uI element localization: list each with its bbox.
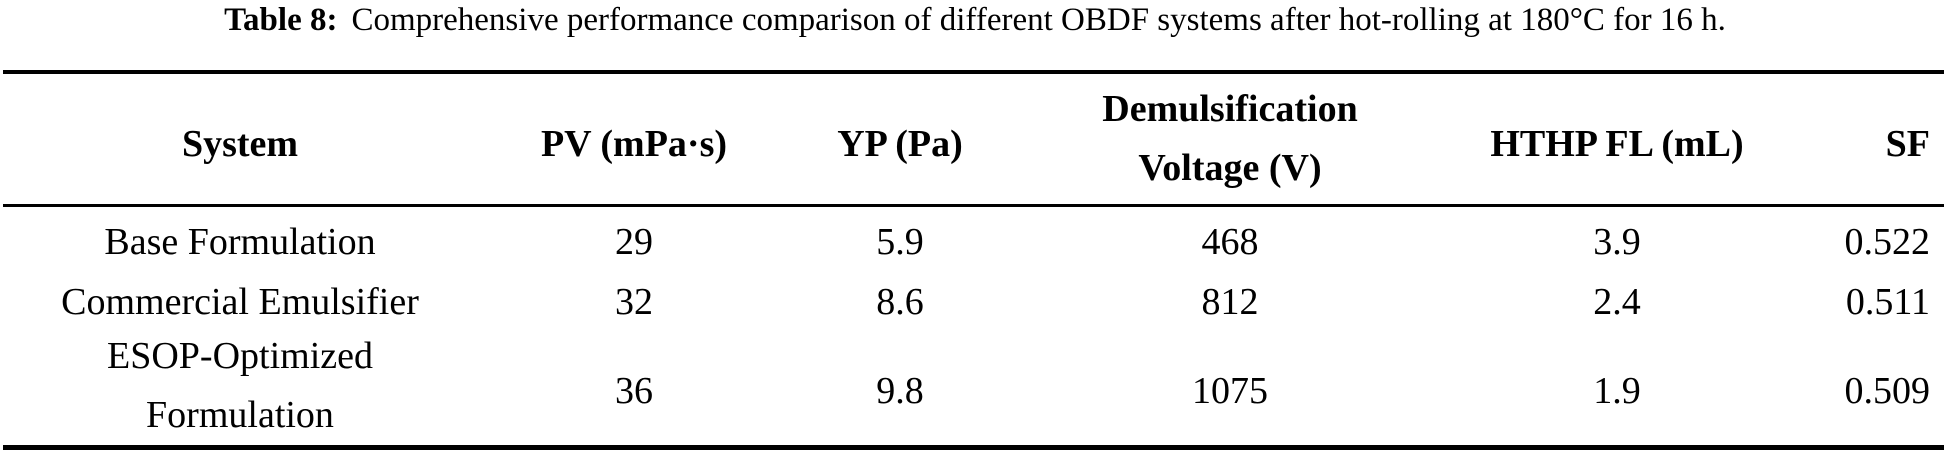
header-cell-pv: PV (mPa·s)	[540, 123, 728, 165]
cell-demulsification-voltage: 812	[1201, 281, 1259, 323]
header-cell-sf: SF	[1885, 123, 1930, 165]
table-row: ESOP-Optimized Formulation 36 9.8 1075 1…	[3, 327, 1944, 445]
cell-pv: 32	[615, 281, 653, 323]
cell-system: Commercial Emulsifier	[61, 281, 419, 323]
cell-sf: 0.511	[1845, 281, 1930, 323]
cell-system-line-2: Formulation	[146, 394, 334, 436]
cell-demulsification-voltage: 1075	[1192, 370, 1268, 412]
cell-sf: 0.509	[1844, 370, 1931, 412]
header-cell-yp: YP (Pa)	[837, 123, 963, 165]
header-line-1: Demulsification	[1102, 88, 1358, 130]
cell-hthp-fl: 2.4	[1593, 281, 1641, 323]
cell-yp: 8.6	[876, 281, 924, 323]
performance-table: System PV (mPa·s) YP (Pa) Demulsificatio…	[3, 70, 1944, 450]
header-cell-demulsification-voltage: Demulsification Voltage (V)	[1009, 80, 1451, 198]
header-line-2: Voltage (V)	[1138, 147, 1322, 189]
cell-pv: 29	[615, 221, 653, 263]
header-cell-system: System	[181, 123, 299, 165]
cell-system-line-1: ESOP-Optimized	[107, 335, 373, 377]
table-caption: Table 8: Comprehensive performance compar…	[0, 0, 1950, 42]
cell-pv: 36	[615, 370, 653, 412]
cell-sf: 0.522	[1844, 221, 1931, 263]
cell-demulsification-voltage: 468	[1201, 221, 1259, 263]
table-row: Commercial Emulsifier 32 8.6 812 2.4 0.5…	[3, 267, 1944, 327]
table-caption-text: Comprehensive performance comparison of …	[351, 2, 1726, 38]
table-header-row: System PV (mPa·s) YP (Pa) Demulsificatio…	[3, 74, 1944, 204]
cell-yp: 5.9	[876, 221, 924, 263]
cell-system: Base Formulation	[104, 221, 376, 263]
cell-hthp-fl: 1.9	[1593, 370, 1641, 412]
table-top-rule	[3, 70, 1944, 74]
cell-system: ESOP-Optimized Formulation	[3, 327, 477, 445]
table-row: Base Formulation 29 5.9 468 3.9 0.522	[3, 207, 1944, 267]
cell-hthp-fl: 3.9	[1593, 221, 1641, 263]
cell-yp: 9.8	[876, 370, 924, 412]
header-cell-hthp-fl: HTHP FL (mL)	[1490, 123, 1744, 165]
table-bottom-rule	[3, 445, 1944, 450]
table-caption-label: Table 8:	[224, 2, 338, 38]
table-mid-rule	[3, 204, 1944, 207]
